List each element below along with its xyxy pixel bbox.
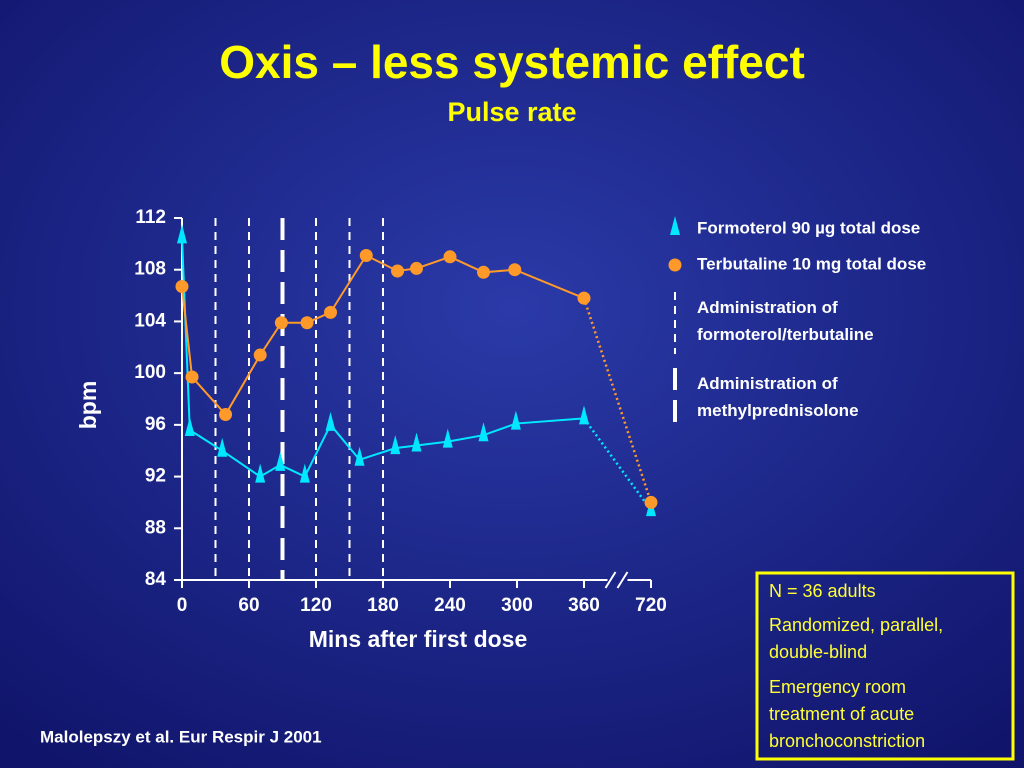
x-axis-label: Mins after first dose <box>309 626 528 652</box>
y-tick-label: 104 <box>134 310 166 331</box>
triangle-marker <box>177 224 187 244</box>
title: Oxis – less systemic effect <box>219 36 805 88</box>
triangle-marker <box>510 410 521 430</box>
x-tick-label: 720 <box>635 595 667 616</box>
legend-label: Terbutaline 10 mg total dose <box>697 254 926 273</box>
circle-marker <box>359 248 373 262</box>
legend-label-box: Administration of methylprednisolone <box>697 374 859 420</box>
circle-marker <box>324 305 338 319</box>
triangle-marker <box>325 411 336 431</box>
x-tick-label: 60 <box>238 595 259 616</box>
y-tick-label: 92 <box>145 466 166 487</box>
series-line <box>181 237 585 478</box>
circle-marker <box>300 316 314 330</box>
note: Emergency room treatment of acute bronch… <box>769 677 926 751</box>
note-box: Randomized, parallel, double-blind <box>769 615 944 662</box>
note-box: N = 36 adults <box>769 581 876 601</box>
axis-break <box>604 571 617 589</box>
x-tick-label: 0 <box>177 595 188 616</box>
note: Randomized, parallel, double-blind <box>769 615 944 662</box>
info-box <box>755 571 1015 761</box>
circle-marker <box>644 495 658 509</box>
circle-marker <box>253 348 267 362</box>
y-tick-label: 108 <box>134 259 166 280</box>
axis-break-gap <box>607 577 628 583</box>
triangle-marker <box>299 463 310 483</box>
triangle-marker <box>255 463 266 483</box>
series-line-broken <box>582 417 653 511</box>
note-box: Emergency room treatment of acute bronch… <box>769 677 926 751</box>
triangle-marker <box>354 446 365 466</box>
circle-marker <box>410 261 423 275</box>
legend-label: Administration of formoterol/terbutaline <box>697 298 874 344</box>
series-line-broken <box>582 297 653 503</box>
legend-label: Administration of methylprednisolone <box>697 374 859 420</box>
triangle-marker <box>442 428 453 448</box>
y-tick-label: 84 <box>145 569 167 590</box>
circle-marker <box>477 265 490 279</box>
y-tick-label: 112 <box>135 207 166 228</box>
citation: Malolepszy et al. Eur Respir J 2001 <box>40 727 322 746</box>
y-axis-label: bpm <box>75 381 101 430</box>
y-tick-label: 88 <box>145 517 166 538</box>
x-tick-label: 180 <box>367 595 399 616</box>
legend-label: Formoterol 90 µg total dose <box>697 218 920 237</box>
triangle-marker <box>579 405 589 425</box>
triangle-marker <box>275 451 286 471</box>
circle-marker <box>274 316 288 330</box>
x-tick-label: 240 <box>434 595 466 616</box>
circle-marker <box>577 291 591 305</box>
x-tick-label: 360 <box>568 595 600 616</box>
circle-marker <box>443 250 457 264</box>
x-tick-label: 120 <box>300 595 332 616</box>
x-tick-label: 300 <box>501 595 533 616</box>
y-tick-label: 96 <box>145 414 166 435</box>
circle-marker <box>668 258 682 272</box>
triangle-marker <box>670 216 680 235</box>
note: N = 36 adults <box>769 581 876 601</box>
circle-marker <box>508 263 522 277</box>
circle-marker <box>175 280 189 294</box>
circle-marker <box>185 370 199 384</box>
circle-marker <box>219 408 233 422</box>
triangle-marker <box>411 432 422 452</box>
subtitle: Pulse rate <box>447 97 576 127</box>
y-tick-label: 100 <box>134 362 166 383</box>
triangle-marker <box>478 422 489 442</box>
legend-label-box: Administration of formoterol/terbutaline <box>697 298 874 344</box>
triangle-marker <box>184 417 195 437</box>
triangle-marker <box>390 435 401 455</box>
circle-marker <box>391 264 405 278</box>
triangle-marker <box>217 437 228 457</box>
axis-break <box>616 571 629 589</box>
